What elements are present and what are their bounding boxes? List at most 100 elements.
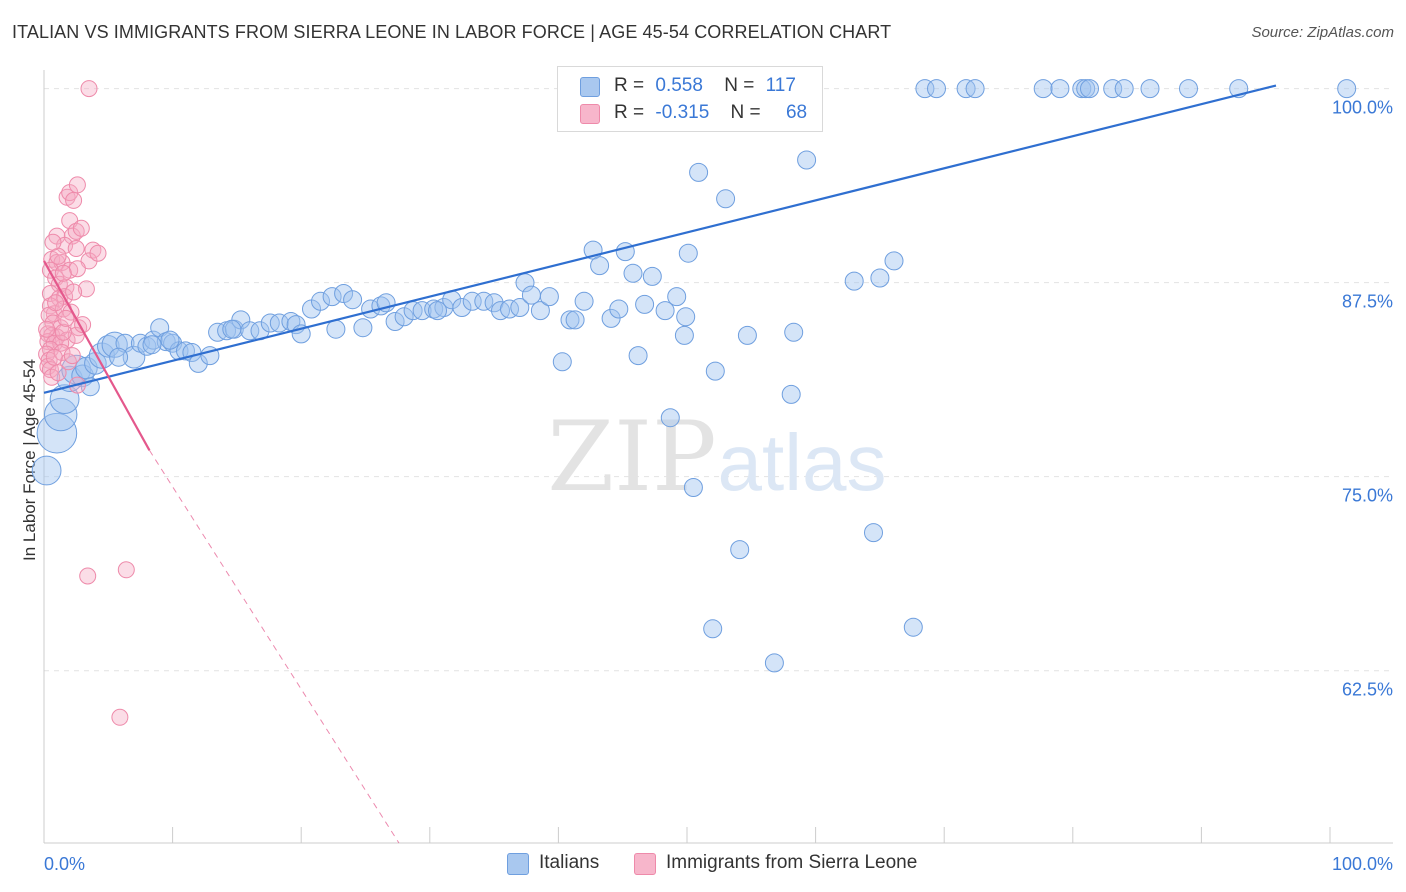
sierra-leone-point-56 bbox=[63, 347, 81, 365]
series-legend: Italians Immigrants from Sierra Leone bbox=[0, 850, 1406, 880]
italians-point-121 bbox=[160, 330, 180, 350]
italians-point-84 bbox=[730, 540, 750, 560]
italians-point-89 bbox=[781, 384, 801, 404]
series-italians-points bbox=[31, 79, 1357, 673]
italians-point-108 bbox=[1050, 79, 1070, 99]
sierra-leone-point-61 bbox=[47, 294, 65, 312]
italians-point-90 bbox=[784, 322, 804, 342]
italians-point-87 bbox=[737, 325, 757, 345]
legend-swatch-italians bbox=[580, 77, 600, 97]
sierra-leone-point-64 bbox=[68, 260, 86, 278]
italians-point-91 bbox=[797, 150, 817, 170]
italians-point-113 bbox=[1114, 79, 1134, 99]
sierra-leone-point-0 bbox=[80, 80, 98, 98]
legend-n-label: N = bbox=[724, 75, 755, 96]
legend-r-label: R = bbox=[614, 102, 645, 123]
legend-key-italians bbox=[507, 853, 529, 875]
y-tick-label-1: 87.5% bbox=[1342, 292, 1393, 312]
italians-point-97 bbox=[884, 251, 904, 271]
italians-point-88 bbox=[764, 653, 784, 673]
watermark: ZIP atlas bbox=[547, 401, 886, 513]
y-tick-label-0: 100.0% bbox=[1332, 98, 1393, 118]
italians-point-46 bbox=[385, 312, 405, 331]
source-credit: Source: ZipAtlas.com bbox=[1251, 24, 1394, 41]
sierra-leone-point-38 bbox=[67, 326, 85, 344]
italians-point-38 bbox=[322, 287, 342, 307]
legend-label-italians: Italians bbox=[539, 852, 600, 873]
sierra-leone-point-41 bbox=[52, 334, 70, 352]
italians-point-71 bbox=[609, 299, 629, 319]
sierra-leone-point-67 bbox=[54, 264, 72, 282]
italians-point-82 bbox=[683, 478, 703, 497]
italians-point-41 bbox=[343, 290, 363, 310]
legend-key-sierra-leone bbox=[634, 853, 656, 875]
sierra-leone-point-50 bbox=[79, 567, 97, 585]
italians-point-53 bbox=[452, 298, 472, 317]
sierra-leone-point-60 bbox=[57, 309, 75, 327]
y-tick-label-2: 75.0% bbox=[1342, 486, 1393, 506]
series-sierra-leone-points bbox=[38, 80, 135, 726]
italians-point-80 bbox=[674, 325, 694, 345]
legend-swatch-sierra-leone bbox=[580, 104, 600, 124]
italians-point-115 bbox=[1179, 79, 1198, 99]
italians-point-79 bbox=[667, 287, 687, 307]
y-tick-label-3: 62.5% bbox=[1342, 680, 1393, 700]
italians-point-94 bbox=[844, 271, 864, 291]
sierra-leone-trend-extension bbox=[149, 450, 400, 844]
sierra-leone-point-66 bbox=[89, 244, 107, 262]
sierra-leone-point-57 bbox=[38, 320, 56, 338]
chart-title: ITALIAN VS IMMIGRANTS FROM SIERRA LEONE … bbox=[12, 22, 892, 42]
legend-r-label: R = bbox=[614, 75, 645, 96]
italians-point-109 bbox=[1072, 79, 1092, 99]
italians-point-111 bbox=[1080, 79, 1099, 99]
sierra-leone-point-4 bbox=[68, 176, 86, 194]
legend-n-value-sierra-leone: 68 bbox=[785, 102, 808, 123]
sierra-leone-point-55 bbox=[45, 348, 63, 366]
italians-point-66 bbox=[565, 310, 585, 330]
x-tick-label-max: 100.0% bbox=[1332, 854, 1393, 874]
sierra-leone-point-22 bbox=[77, 280, 95, 298]
italians-point-123 bbox=[428, 301, 447, 321]
italians-point-120 bbox=[142, 335, 162, 355]
sierra-leone-point-7 bbox=[67, 222, 85, 240]
italians-point-55 bbox=[474, 291, 494, 311]
italians-point-59 bbox=[510, 298, 530, 317]
sierra-leone-point-12 bbox=[84, 241, 102, 259]
italians-point-63 bbox=[539, 287, 559, 307]
italians-point-103 bbox=[915, 79, 935, 99]
sierra-leone-point-45 bbox=[39, 358, 57, 375]
italians-point-112 bbox=[1103, 79, 1123, 99]
italians-point-107 bbox=[1033, 79, 1053, 99]
watermark-zip: ZIP bbox=[547, 401, 716, 513]
italians-point-83 bbox=[705, 361, 725, 381]
sierra-leone-point-62 bbox=[65, 283, 83, 301]
italians-point-64 bbox=[552, 352, 572, 372]
italians-point-65 bbox=[560, 310, 580, 330]
watermark-atlas: atlas bbox=[718, 418, 887, 507]
italians-point-58 bbox=[500, 299, 519, 319]
italians-point-67 bbox=[574, 291, 594, 311]
italians-point-62 bbox=[530, 301, 550, 321]
italians-point-75 bbox=[635, 294, 655, 314]
legend-n-value-italians: 117 bbox=[765, 75, 796, 96]
italians-point-114 bbox=[1140, 79, 1160, 99]
italians-point-61 bbox=[521, 285, 541, 305]
italians-point-85 bbox=[703, 619, 723, 639]
italians-point-95 bbox=[864, 523, 883, 543]
italians-point-117 bbox=[1337, 79, 1357, 99]
italians-point-42 bbox=[353, 318, 373, 338]
sierra-leone-point-58 bbox=[54, 323, 72, 341]
italians-point-124 bbox=[676, 307, 696, 327]
italians-point-104 bbox=[927, 79, 946, 99]
italians-point-93 bbox=[903, 617, 923, 637]
italians-point-96 bbox=[870, 268, 890, 288]
italians-point-92 bbox=[689, 162, 709, 182]
x-tick-label-min: 0.0% bbox=[44, 854, 85, 874]
italians-point-122 bbox=[222, 319, 242, 339]
sierra-leone-point-26 bbox=[41, 297, 59, 315]
italians-point-73 bbox=[623, 263, 643, 283]
correlation-legend: R = 0.558 N = 117 R = -0.315 N = 68 bbox=[557, 66, 823, 132]
italians-point-39 bbox=[326, 319, 346, 339]
italians-point-69 bbox=[590, 256, 610, 276]
italians-point-74 bbox=[628, 346, 648, 366]
